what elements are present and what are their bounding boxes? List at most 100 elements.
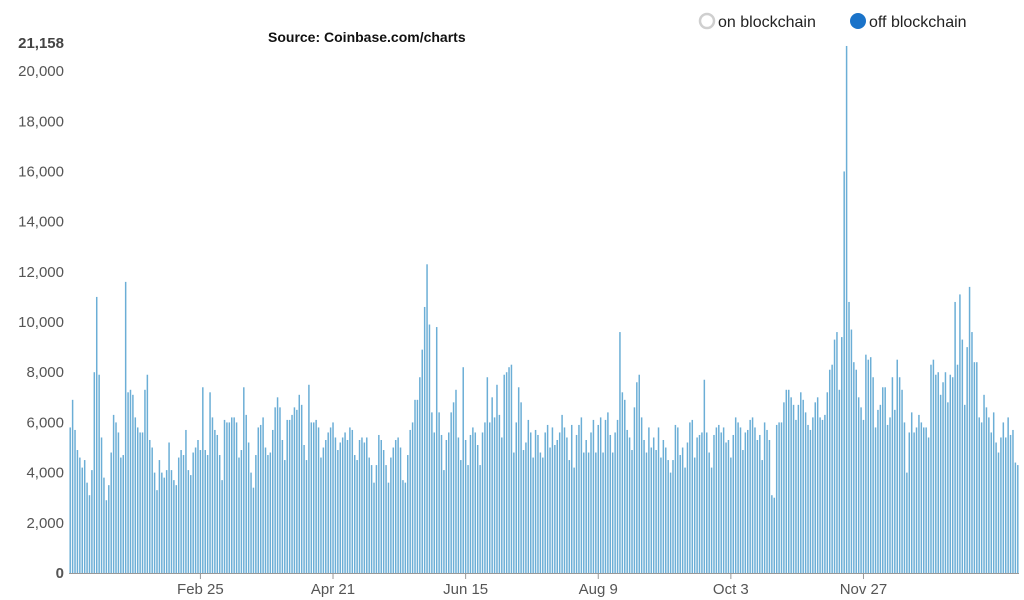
- bar: [387, 482, 390, 573]
- bar: [404, 482, 407, 573]
- bar: [163, 477, 165, 573]
- bar: [790, 397, 792, 573]
- on-blockchain-marker-icon: [698, 12, 716, 30]
- bar: [927, 437, 930, 573]
- bar: [98, 374, 100, 573]
- bar: [129, 389, 132, 573]
- bar: [1017, 465, 1019, 573]
- bar: [481, 432, 484, 573]
- bar: [325, 439, 327, 573]
- bar: [358, 439, 361, 573]
- bar: [874, 427, 877, 573]
- bar: [445, 439, 448, 573]
- bar: [74, 429, 76, 573]
- bar: [356, 460, 358, 573]
- bar: [566, 437, 568, 573]
- bar: [908, 432, 911, 573]
- bar: [149, 439, 151, 573]
- bar: [759, 434, 761, 573]
- bar: [833, 339, 836, 573]
- bar: [262, 417, 264, 573]
- bar: [896, 359, 898, 573]
- bar: [303, 445, 305, 573]
- bar: [660, 457, 662, 573]
- x-tick-label: Jun 15: [443, 581, 488, 598]
- bar: [616, 419, 619, 573]
- bar: [223, 419, 226, 573]
- legend-item-on-blockchain[interactable]: on blockchain: [698, 12, 816, 31]
- bar: [578, 424, 580, 573]
- bar: [522, 450, 525, 573]
- legend-item-off-blockchain[interactable]: off blockchain: [850, 13, 967, 31]
- bar: [855, 369, 857, 573]
- bar: [590, 432, 592, 573]
- bar: [520, 402, 522, 573]
- bar: [949, 374, 952, 573]
- bar: [317, 427, 320, 573]
- x-axis: Feb 25 Apr 21 Jun 15 Aug 9 Oct 3 Nov 27: [69, 573, 1019, 598]
- bar: [689, 422, 691, 573]
- bar: [693, 457, 696, 573]
- x-tick-label: Oct 3: [713, 581, 749, 598]
- bar: [778, 422, 780, 573]
- bar: [88, 495, 91, 573]
- bar: [139, 432, 141, 573]
- bar: [534, 429, 537, 573]
- bar: [942, 382, 944, 573]
- bar: [985, 407, 988, 573]
- bar: [845, 45, 848, 574]
- bar: [448, 432, 450, 573]
- bar: [915, 427, 918, 573]
- bar: [327, 432, 329, 573]
- bar: [202, 387, 204, 573]
- bar: [570, 424, 573, 573]
- bar: [701, 432, 703, 573]
- bar: [199, 450, 202, 573]
- bar: [775, 424, 778, 573]
- bar: [848, 301, 850, 573]
- bar: [332, 422, 334, 573]
- bar: [272, 429, 274, 573]
- bar: [831, 364, 833, 573]
- bar: [947, 402, 949, 573]
- bar: [860, 407, 862, 573]
- bar: [780, 422, 783, 573]
- y-tick-label: 20,000: [18, 63, 64, 80]
- bar: [288, 419, 291, 573]
- y-axis: 0 2,000 4,000 6,000 8,000 10,000 12,000 14,000 1…: [18, 63, 64, 582]
- bar: [238, 457, 240, 573]
- bar: [580, 417, 583, 573]
- bar: [539, 452, 542, 573]
- bar: [609, 434, 612, 573]
- bar: [626, 429, 628, 573]
- bar: [153, 472, 156, 573]
- bar: [397, 437, 399, 573]
- bar: [93, 372, 96, 573]
- bar: [865, 354, 867, 573]
- bar: [416, 399, 419, 573]
- bar: [932, 359, 935, 573]
- bar: [274, 407, 276, 573]
- bar: [204, 450, 206, 573]
- bar: [91, 470, 93, 573]
- bar: [766, 429, 768, 573]
- bar: [923, 427, 925, 573]
- bar: [841, 337, 843, 573]
- bar: [440, 434, 443, 573]
- bar: [551, 427, 554, 573]
- legend[interactable]: on blockchain off blockchain: [698, 12, 967, 31]
- bar: [469, 434, 472, 573]
- bar: [510, 364, 513, 573]
- bar: [730, 457, 732, 573]
- bar: [558, 432, 561, 573]
- bar: [602, 452, 604, 573]
- bar: [337, 450, 339, 573]
- bar: [513, 452, 515, 573]
- bar: [291, 414, 293, 573]
- bar: [312, 422, 315, 573]
- bar: [1012, 429, 1014, 573]
- bar: [882, 387, 884, 573]
- bar: [836, 332, 838, 573]
- bar: [973, 362, 976, 573]
- bar: [549, 447, 551, 573]
